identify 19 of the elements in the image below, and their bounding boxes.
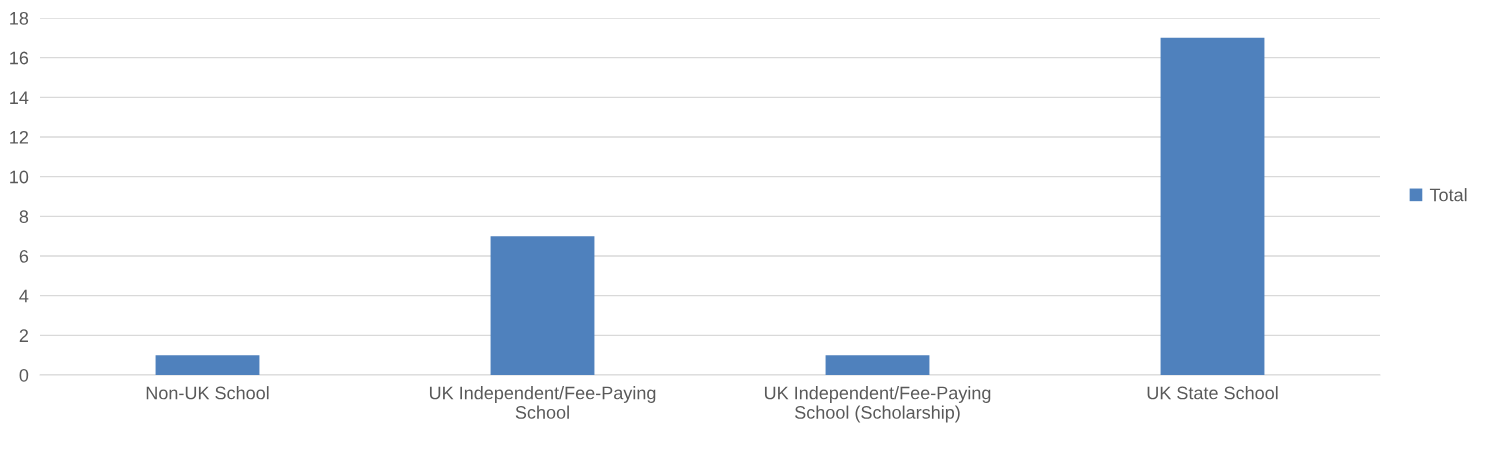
y-tick-label: 0 (19, 368, 29, 382)
bar (155, 355, 260, 375)
y-tick-label: 2 (19, 329, 28, 342)
y-tick-label: 8 (19, 210, 29, 224)
y-tick-label: 14 (10, 91, 29, 104)
y-tick-label: 18 (10, 11, 29, 25)
x-tick-label: UK State School (1147, 386, 1278, 400)
y-tick-label: 16 (10, 51, 29, 65)
y-tick-label: 6 (19, 249, 29, 263)
bar (1160, 37, 1265, 375)
y-tick-label: 12 (10, 130, 28, 144)
bar (490, 236, 595, 375)
legend-label: Total (1429, 188, 1467, 202)
x-tick-label: Non-UK School (146, 386, 269, 400)
x-tick-label: UK Independent/Fee-Paying School (429, 386, 656, 419)
y-tick-label: 4 (19, 289, 29, 303)
bar (825, 355, 930, 375)
x-tick-label: UK Independent/Fee-Paying School (Scholarship) (764, 386, 991, 423)
y-tick-label: 10 (10, 170, 29, 184)
